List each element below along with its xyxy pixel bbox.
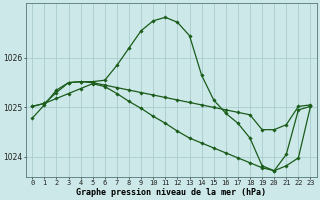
X-axis label: Graphe pression niveau de la mer (hPa): Graphe pression niveau de la mer (hPa) (76, 188, 266, 197)
